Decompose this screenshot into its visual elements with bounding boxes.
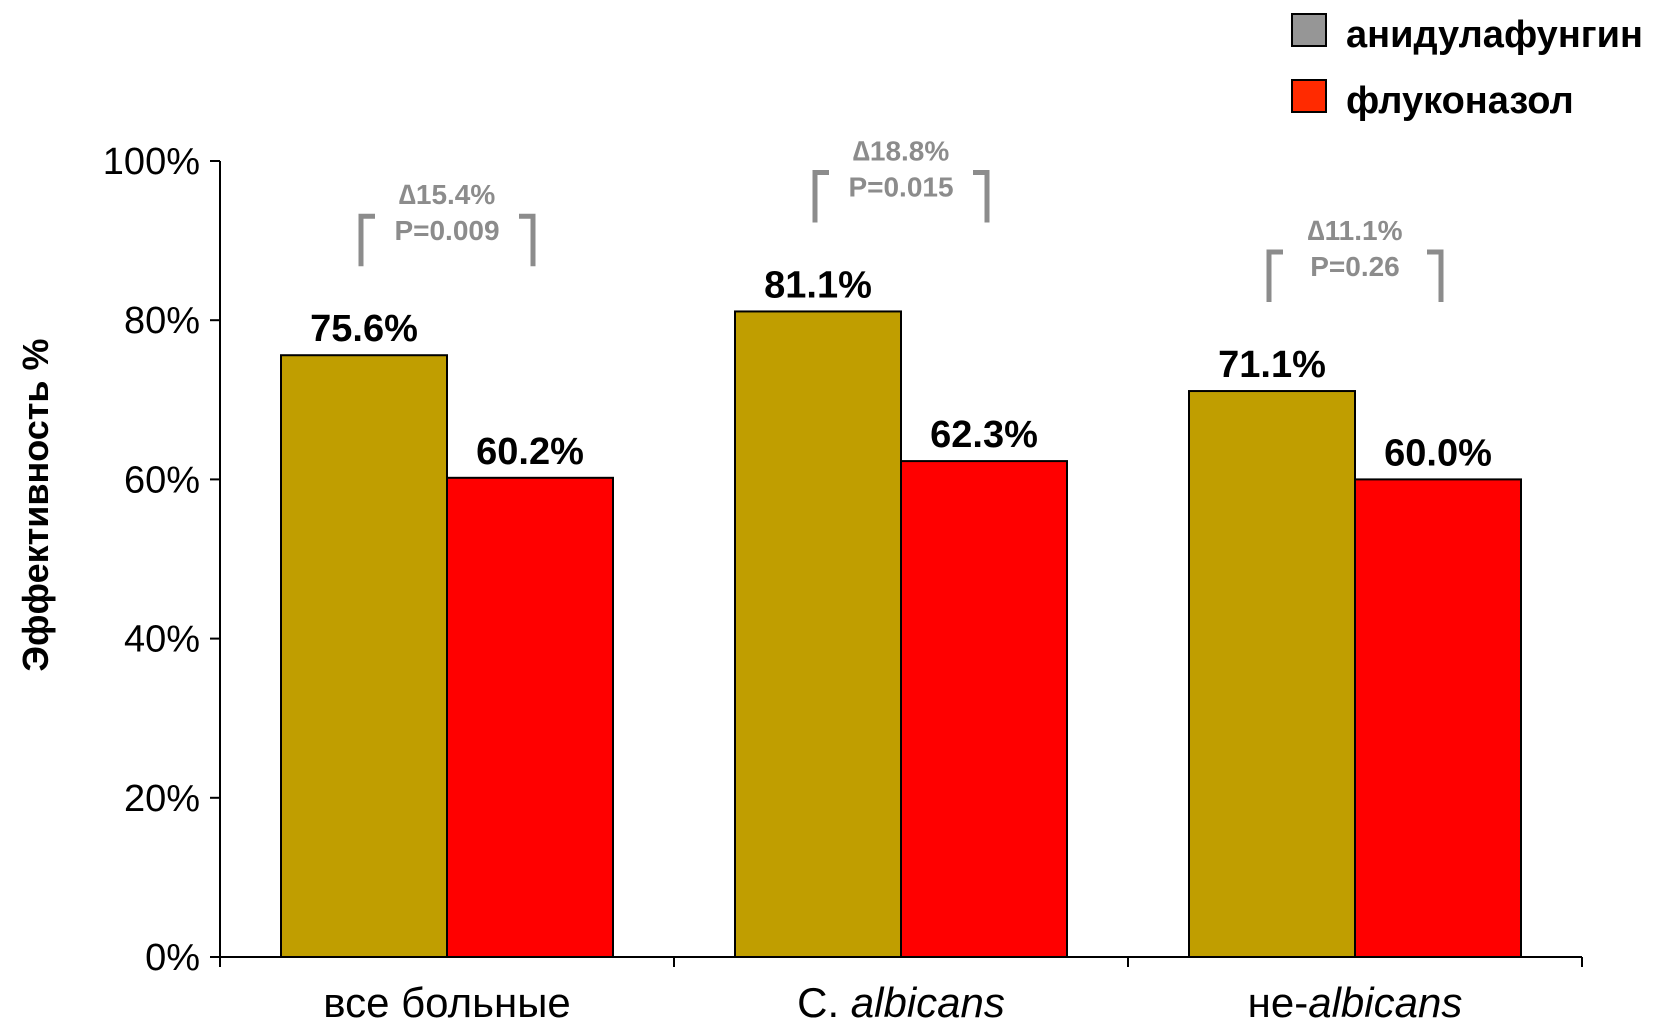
data-label: 75.6%: [310, 308, 418, 350]
data-label: 81.1%: [764, 264, 872, 306]
bracket-right: [973, 169, 990, 223]
delta-label: ∆15.4%: [399, 179, 496, 210]
legend-swatch-anidulafungin: [1291, 13, 1327, 47]
bracket-left: [358, 213, 375, 267]
data-label: 60.0%: [1384, 432, 1492, 474]
legend-label-fluconazole: флуконазол: [1346, 80, 1574, 122]
y-tick-label: 20%: [124, 778, 200, 820]
bracket-left: [1266, 249, 1283, 303]
bar-anidulafungin: [280, 354, 448, 958]
bar-anidulafungin: [734, 310, 902, 959]
legend-swatch-fluconazole: [1291, 79, 1327, 113]
bracket-left: [812, 169, 829, 223]
bar-anidulafungin: [1188, 390, 1356, 958]
p-value-label: P=0.015: [848, 171, 953, 202]
delta-label: ∆18.8%: [853, 135, 950, 166]
bar-fluconazole: [1354, 478, 1522, 958]
y-tick-label: 40%: [124, 619, 200, 661]
legend-label-anidulafungin: анидулафунгин: [1346, 14, 1643, 56]
y-tick-label: 60%: [124, 459, 200, 501]
bracket-right: [1427, 249, 1444, 303]
bar-fluconazole: [900, 460, 1068, 958]
y-axis-label: Эффективность %: [15, 338, 56, 671]
data-label: 60.2%: [476, 431, 584, 473]
delta-label: ∆11.1%: [1308, 215, 1403, 246]
y-tick-label: 80%: [124, 300, 200, 342]
data-label: 71.1%: [1218, 344, 1326, 386]
legend: анидулафунгин флуконазол: [1291, 13, 1643, 122]
x-tick-label: C. albicans: [797, 979, 1005, 1026]
data-label: 62.3%: [930, 414, 1038, 456]
y-tick-label: 100%: [103, 141, 200, 183]
x-tick-label: не-albicans: [1248, 979, 1463, 1026]
p-value-label: P=0.26: [1310, 251, 1400, 282]
bar-fluconazole: [446, 476, 614, 958]
y-tick-label: 0%: [145, 937, 200, 979]
plot-area: 0% 20% 40% 60% 80% 100% все больные 75.6% 60.2% ∆…: [103, 135, 1583, 1026]
bracket-right: [519, 213, 536, 267]
x-tick-label: все больные: [323, 979, 571, 1026]
p-value-label: P=0.009: [394, 215, 499, 246]
